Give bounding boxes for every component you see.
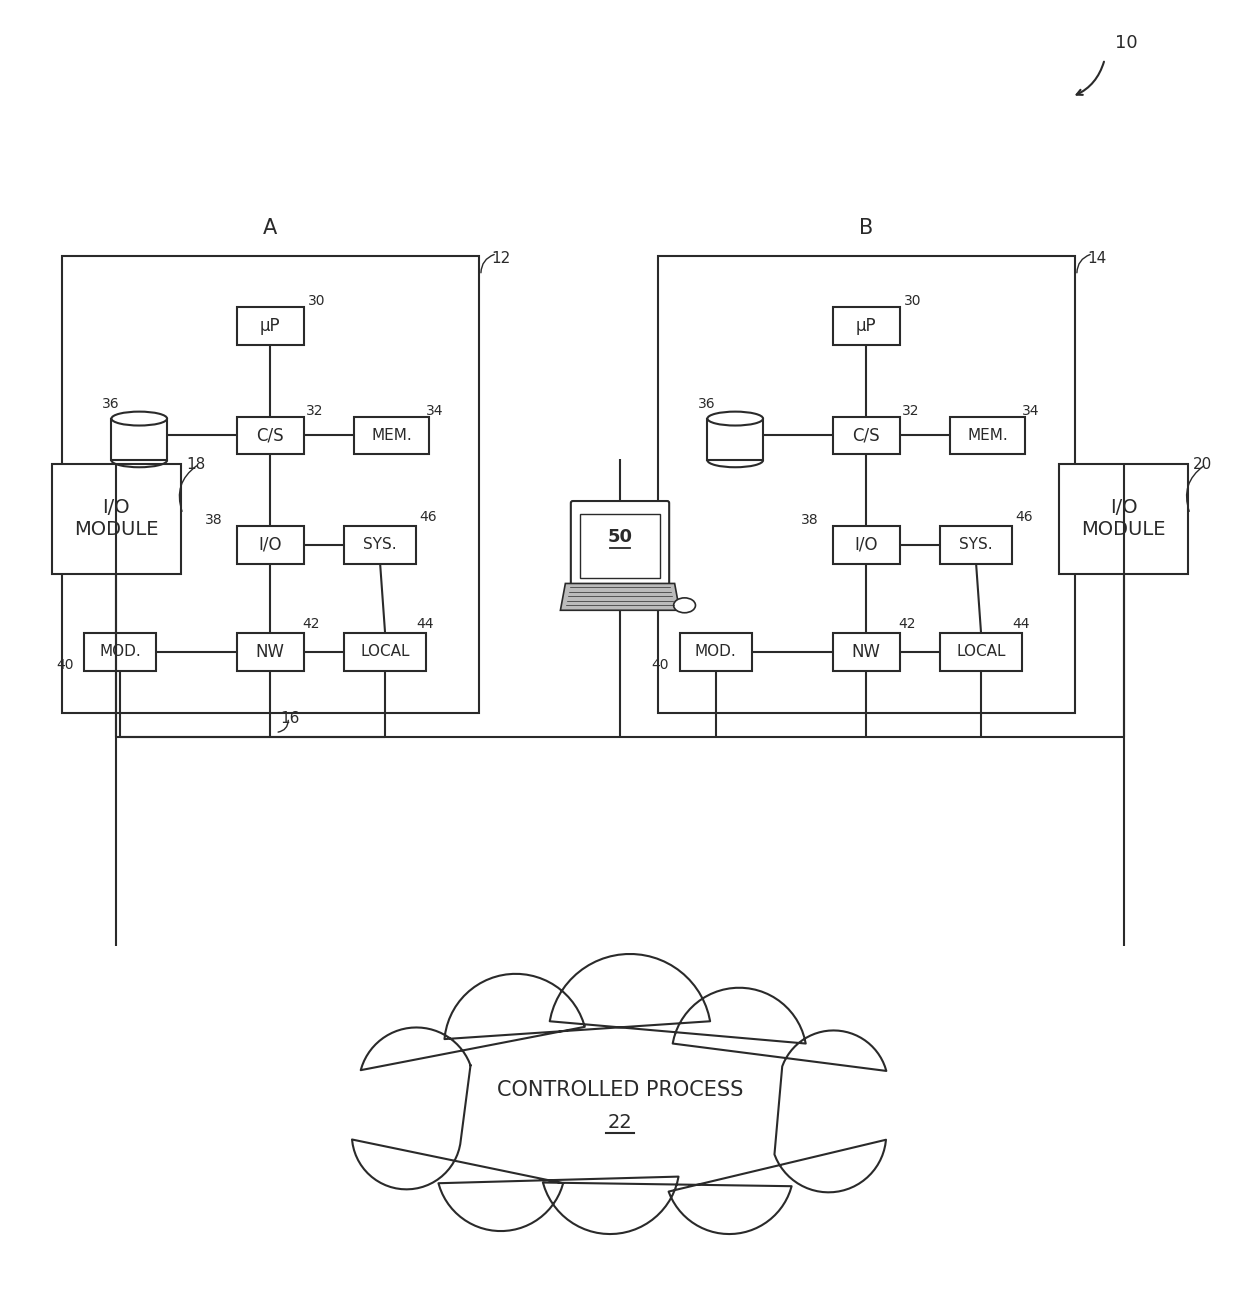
- Text: 12: 12: [491, 250, 510, 266]
- Text: 44: 44: [417, 618, 434, 631]
- Text: 30: 30: [904, 294, 921, 309]
- Text: LOCAL: LOCAL: [361, 645, 410, 659]
- FancyBboxPatch shape: [570, 502, 670, 588]
- Text: μP: μP: [260, 317, 280, 335]
- Text: I/O: I/O: [259, 536, 283, 554]
- Bar: [62, 255, 479, 713]
- Text: 36: 36: [697, 396, 715, 410]
- Text: 42: 42: [898, 618, 915, 631]
- Bar: [680, 633, 753, 671]
- Text: μP: μP: [856, 317, 877, 335]
- Polygon shape: [560, 584, 680, 610]
- Text: SYS.: SYS.: [363, 537, 397, 552]
- Bar: [832, 633, 900, 671]
- Text: 10: 10: [1115, 34, 1137, 52]
- Bar: [353, 417, 429, 455]
- Text: 50: 50: [608, 528, 632, 546]
- Bar: [343, 526, 417, 564]
- Bar: [707, 418, 763, 460]
- Text: 40: 40: [56, 658, 73, 672]
- Text: CONTROLLED PROCESS: CONTROLLED PROCESS: [497, 1080, 743, 1100]
- Text: 36: 36: [102, 396, 119, 410]
- Bar: [83, 633, 156, 671]
- Text: C/S: C/S: [257, 426, 284, 444]
- Text: MOD.: MOD.: [99, 645, 141, 659]
- Text: 22: 22: [608, 1113, 632, 1132]
- Text: NW: NW: [255, 642, 285, 661]
- Text: SYS.: SYS.: [960, 537, 993, 552]
- Bar: [52, 464, 181, 573]
- Bar: [580, 513, 660, 579]
- Bar: [940, 526, 1012, 564]
- Bar: [237, 526, 304, 564]
- Text: 46: 46: [419, 509, 436, 524]
- Text: I/O
MODULE: I/O MODULE: [74, 498, 159, 539]
- Bar: [832, 526, 900, 564]
- Bar: [112, 418, 167, 460]
- Text: 32: 32: [901, 404, 920, 417]
- Text: 46: 46: [1016, 509, 1033, 524]
- Text: 38: 38: [801, 513, 818, 526]
- Ellipse shape: [673, 598, 696, 612]
- Text: A: A: [263, 218, 278, 238]
- Text: C/S: C/S: [853, 426, 880, 444]
- Bar: [657, 255, 1075, 713]
- Bar: [950, 417, 1025, 455]
- Text: 18: 18: [186, 457, 205, 472]
- Text: MOD.: MOD.: [694, 645, 737, 659]
- Text: MEM.: MEM.: [371, 427, 412, 443]
- Text: 30: 30: [308, 294, 326, 309]
- Text: 16: 16: [280, 710, 300, 726]
- Text: NW: NW: [852, 642, 880, 661]
- Bar: [832, 417, 900, 455]
- Text: 34: 34: [1022, 404, 1040, 417]
- Text: 40: 40: [652, 658, 670, 672]
- Text: LOCAL: LOCAL: [956, 645, 1006, 659]
- Polygon shape: [352, 954, 887, 1234]
- Bar: [237, 308, 304, 345]
- Text: B: B: [859, 218, 873, 238]
- Ellipse shape: [707, 412, 763, 426]
- Text: 32: 32: [306, 404, 324, 417]
- Ellipse shape: [112, 412, 167, 426]
- Text: 14: 14: [1086, 250, 1106, 266]
- Text: 44: 44: [1012, 618, 1030, 631]
- Bar: [832, 308, 900, 345]
- Text: 20: 20: [1193, 457, 1213, 472]
- Bar: [343, 633, 427, 671]
- Text: I/O: I/O: [854, 536, 878, 554]
- Bar: [940, 633, 1022, 671]
- Text: 34: 34: [427, 404, 444, 417]
- Text: I/O
MODULE: I/O MODULE: [1081, 498, 1166, 539]
- Bar: [1059, 464, 1188, 573]
- Text: MEM.: MEM.: [967, 427, 1008, 443]
- Bar: [237, 633, 304, 671]
- Text: 38: 38: [205, 513, 222, 526]
- Text: 42: 42: [303, 618, 320, 631]
- Bar: [237, 417, 304, 455]
